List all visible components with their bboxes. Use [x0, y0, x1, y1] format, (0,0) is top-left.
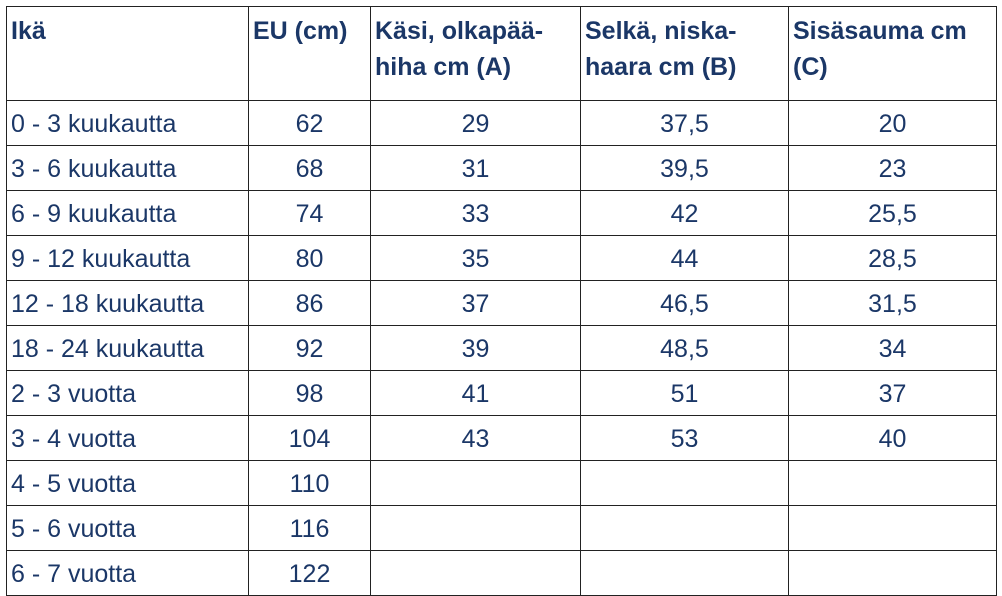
- table-cell: 37: [370, 280, 581, 326]
- size-table: Ikä EU (cm) Käsi, olkapää-hiha cm (A) Selkä…: [6, 6, 997, 596]
- table-row: 18 - 24 kuukautta 92 39 48,5 34: [6, 325, 997, 371]
- table-cell: 9 - 12 kuukautta: [6, 235, 249, 281]
- table-cell: 86: [248, 280, 371, 326]
- table-cell: 53: [580, 415, 789, 461]
- table-body: 0 - 3 kuukautta 62 29 37,5 20 3 - 6 kuukautta…: [6, 100, 997, 596]
- table-cell: 33: [370, 190, 581, 236]
- table-row: 0 - 3 kuukautta 62 29 37,5 20: [6, 100, 997, 146]
- table-cell: 3 - 4 vuotta: [6, 415, 249, 461]
- header-cell: Käsi, olkapää-hiha cm (A): [370, 6, 581, 101]
- empty-cell: [370, 550, 581, 596]
- table-cell: 104: [248, 415, 371, 461]
- empty-cell: [580, 505, 789, 551]
- table-cell: 40: [788, 415, 997, 461]
- table-cell: 28,5: [788, 235, 997, 281]
- table-row: 9 - 12 kuukautta 80 35 44 28,5: [6, 235, 997, 281]
- table-cell: 23: [788, 145, 997, 191]
- table-cell: 29: [370, 100, 581, 146]
- table-cell: 35: [370, 235, 581, 281]
- table-cell: 43: [370, 415, 581, 461]
- empty-cell: [370, 505, 581, 551]
- table-row: 5 - 6 vuotta 116: [6, 505, 997, 551]
- table-cell: 44: [580, 235, 789, 281]
- table-cell: 12 - 18 kuukautta: [6, 280, 249, 326]
- table-row: 3 - 6 kuukautta 68 31 39,5 23: [6, 145, 997, 191]
- table-cell: 31: [370, 145, 581, 191]
- table-cell: 25,5: [788, 190, 997, 236]
- table-cell: 6 - 7 vuotta: [6, 550, 249, 596]
- header-cell: EU (cm): [248, 6, 371, 101]
- table-cell: 0 - 3 kuukautta: [6, 100, 249, 146]
- table-cell: 5 - 6 vuotta: [6, 505, 249, 551]
- table-cell: 122: [248, 550, 371, 596]
- page: {"table": { "header": ["Ikä", "EU (cm)",…: [6, 6, 997, 596]
- empty-cell: [788, 505, 997, 551]
- table-cell: 48,5: [580, 325, 789, 371]
- table-row: 3 - 4 vuotta 104 43 53 40: [6, 415, 997, 461]
- table-row: 12 - 18 kuukautta 86 37 46,5 31,5: [6, 280, 997, 326]
- table-cell: 92: [248, 325, 371, 371]
- table-cell: 37,5: [580, 100, 789, 146]
- header-cell: Selkä, niska-haara cm (B): [580, 6, 789, 101]
- table-cell: 6 - 9 kuukautta: [6, 190, 249, 236]
- table-cell: 62: [248, 100, 371, 146]
- header-cell: Ikä: [6, 6, 249, 101]
- table-cell: 41: [370, 370, 581, 416]
- table-cell: 68: [248, 145, 371, 191]
- table-cell: 110: [248, 460, 371, 506]
- table-cell: 39: [370, 325, 581, 371]
- table-row: 6 - 9 kuukautta 74 33 42 25,5: [6, 190, 997, 236]
- header-row: Ikä EU (cm) Käsi, olkapää-hiha cm (A) Selkä…: [6, 6, 997, 101]
- empty-cell: [580, 550, 789, 596]
- table-cell: 46,5: [580, 280, 789, 326]
- empty-cell: [370, 460, 581, 506]
- table-cell: 3 - 6 kuukautta: [6, 145, 249, 191]
- table-cell: 51: [580, 370, 789, 416]
- table-cell: 4 - 5 vuotta: [6, 460, 249, 506]
- table-row: 4 - 5 vuotta 110: [6, 460, 997, 506]
- table-cell: 116: [248, 505, 371, 551]
- table-row: 2 - 3 vuotta 98 41 51 37: [6, 370, 997, 416]
- empty-cell: [788, 460, 997, 506]
- table-cell: 74: [248, 190, 371, 236]
- table-cell: 42: [580, 190, 789, 236]
- table-cell: 18 - 24 kuukautta: [6, 325, 249, 371]
- header-cell: Sisäsauma cm (C): [788, 6, 997, 101]
- table-cell: 39,5: [580, 145, 789, 191]
- table-cell: 37: [788, 370, 997, 416]
- table-cell: 34: [788, 325, 997, 371]
- empty-cell: [580, 460, 789, 506]
- table-cell: 80: [248, 235, 371, 281]
- table-cell: 20: [788, 100, 997, 146]
- empty-cell: [788, 550, 997, 596]
- table-cell: 31,5: [788, 280, 997, 326]
- table-row: 6 - 7 vuotta 122: [6, 550, 997, 596]
- table-cell: 2 - 3 vuotta: [6, 370, 249, 416]
- table-cell: 98: [248, 370, 371, 416]
